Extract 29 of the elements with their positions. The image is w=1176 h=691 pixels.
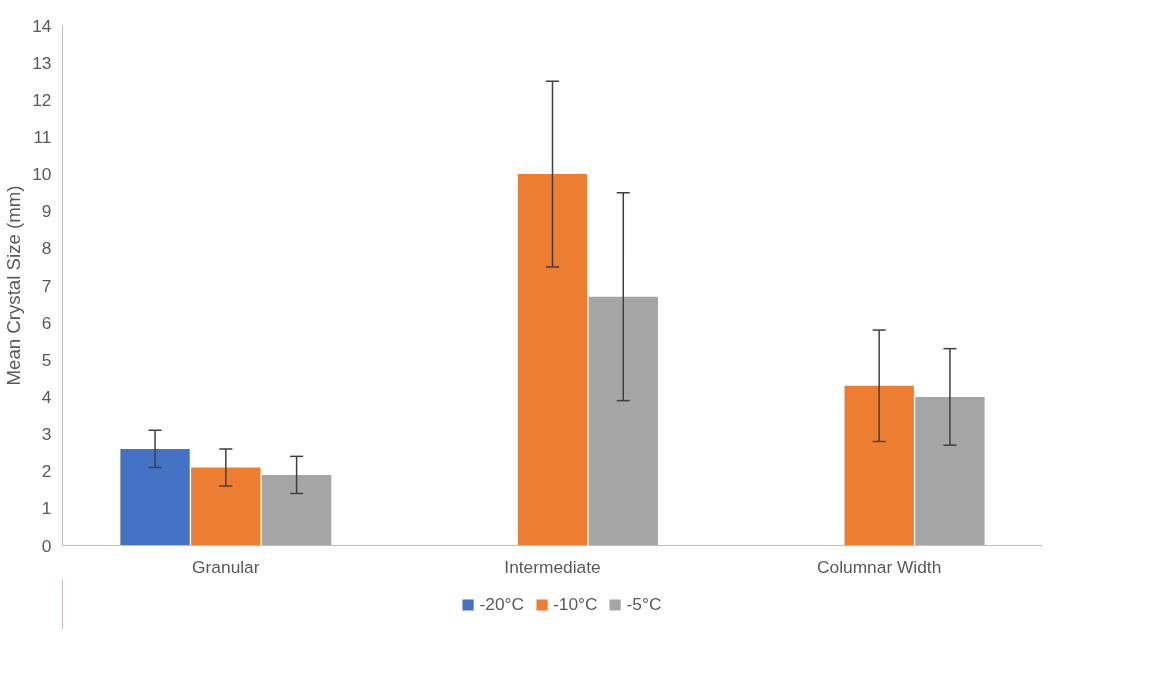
y-tick-label: 10 [32, 164, 52, 185]
y-tick-label: 3 [41, 424, 52, 445]
y-tick-label: 1 [41, 498, 52, 519]
bar [588, 296, 658, 546]
bar [191, 467, 261, 546]
x-tick-label: Intermediate [504, 556, 601, 577]
y-tick-label: 9 [41, 201, 52, 222]
legend-label: -5°C [626, 593, 662, 615]
bar [120, 448, 190, 546]
legend-label: -10°C [553, 593, 598, 615]
y-tick-label: 14 [32, 15, 52, 36]
y-tick-label: 5 [41, 349, 52, 370]
x-tick-label: Granular [192, 556, 260, 577]
bar [915, 396, 985, 546]
y-tick-label: 6 [41, 312, 52, 333]
y-axis-title: Mean Crystal Size (mm) [3, 185, 25, 386]
legend-label: -20°C [479, 593, 525, 615]
y-tick-label: 11 [33, 126, 52, 147]
bar [517, 174, 588, 546]
bar [844, 385, 914, 546]
y-tick-label: 0 [41, 535, 52, 556]
bar [261, 474, 332, 546]
x-tick-label: Columnar Width [817, 556, 942, 577]
y-tick-label: 2 [41, 461, 52, 482]
y-tick-label: 7 [41, 275, 52, 296]
y-tick-label: 4 [41, 386, 52, 407]
y-tick-label: 8 [41, 238, 52, 259]
y-tick-label: 12 [32, 89, 52, 110]
y-tick-label: 13 [32, 52, 52, 73]
